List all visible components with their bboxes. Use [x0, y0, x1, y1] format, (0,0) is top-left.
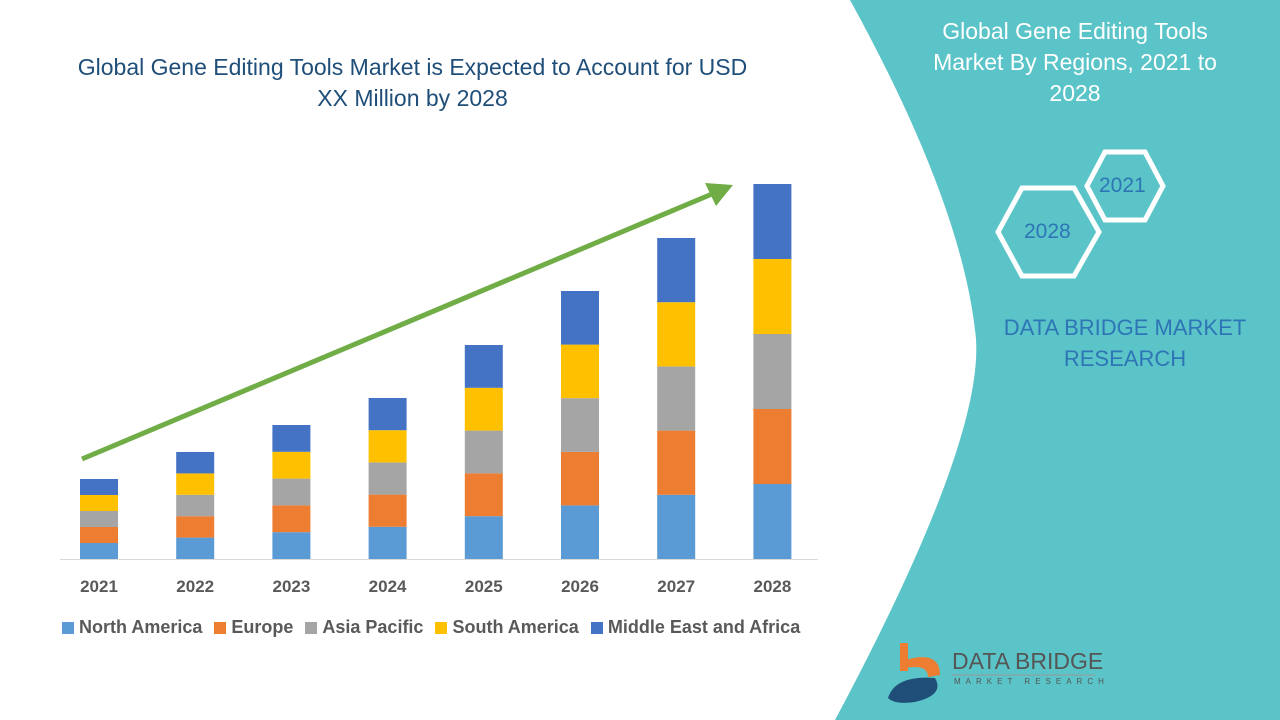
legend-item: Asia Pacific [305, 617, 423, 638]
trend-arrow-head-icon [705, 183, 733, 206]
x-tick-label: 2027 [657, 577, 695, 596]
hexagon-2021 [1084, 149, 1166, 223]
logo-icon [888, 643, 940, 703]
legend-swatch [590, 621, 603, 634]
legend-item: North America [62, 617, 202, 638]
legend-label: Middle East and Africa [607, 617, 801, 637]
bar-segment-europe-2021 [80, 527, 118, 543]
bar-segment-asia-pacific-2025 [464, 430, 503, 474]
bar-segment-asia-pacific-2022 [176, 494, 215, 517]
hex-label-2028: 2028 [1024, 220, 1071, 243]
bar-segment-south-america-2025 [464, 387, 503, 431]
bar-segment-europe-2023 [272, 505, 311, 533]
chart-title: Global Gene Editing Tools Market is Expe… [77, 54, 748, 111]
bar-segment-middle-east-and-africa-2024 [368, 398, 407, 431]
bar-segment-europe-2026 [561, 451, 599, 506]
bar-segment-north-america-2023 [272, 532, 311, 559]
legend-label: South America [452, 617, 579, 637]
logo-subtext: MARKET RESEARCH [954, 677, 1109, 686]
bar-segment-europe-2022 [176, 516, 215, 538]
bar-segment-middle-east-and-africa-2026 [561, 291, 599, 345]
bar-segment-north-america-2024 [368, 526, 407, 559]
legend-item: Europe [214, 617, 293, 638]
legend-item: South America [435, 617, 579, 638]
bar-segment-north-america-2026 [561, 505, 599, 559]
logo-text: DATA BRIDGE [952, 648, 1104, 674]
bar-segment-south-america-2021 [80, 495, 118, 511]
bar-segment-asia-pacific-2026 [561, 398, 599, 452]
bar-segment-asia-pacific-2028 [753, 334, 792, 409]
bar-segment-middle-east-and-africa-2023 [272, 425, 311, 452]
side-panel-title: Global Gene Editing Tools Market By Regi… [933, 18, 1217, 106]
legend-swatch [305, 621, 318, 634]
bar-segment-north-america-2028 [753, 484, 792, 559]
brand-text: DATA BRIDGE MARKET RESEARCH [1003, 315, 1247, 371]
hexagon-2028 [995, 185, 1102, 279]
bar-segment-middle-east-and-africa-2022 [176, 452, 215, 474]
bar-segment-south-america-2024 [368, 430, 407, 463]
bar-segment-south-america-2028 [753, 259, 792, 334]
bar-segment-europe-2028 [753, 409, 792, 484]
bar-segment-middle-east-and-africa-2028 [753, 184, 792, 259]
bar-segment-north-america-2022 [176, 537, 215, 559]
legend: North America Europe Asia Pacific South Ame… [62, 617, 800, 638]
x-tick-label: 2028 [753, 577, 791, 596]
bar-segment-south-america-2027 [657, 302, 696, 367]
bar-segment-asia-pacific-2021 [80, 511, 118, 527]
bar-segment-south-america-2023 [272, 451, 311, 479]
bar-segment-south-america-2022 [176, 473, 215, 495]
legend-label: North America [79, 617, 203, 637]
legend-swatch [435, 621, 448, 634]
legend-swatch [214, 621, 227, 634]
bar-segment-middle-east-and-africa-2027 [657, 238, 696, 303]
side-panel [835, 0, 1280, 720]
legend-label: Asia Pacific [322, 617, 424, 637]
bar-segment-north-america-2025 [464, 516, 503, 559]
bar-segment-asia-pacific-2027 [657, 366, 696, 431]
x-tick-label: 2022 [176, 577, 214, 596]
bar-segment-north-america-2021 [80, 543, 118, 559]
x-tick-label: 2021 [80, 577, 118, 596]
legend-label: Europe [231, 617, 294, 637]
bar-segment-asia-pacific-2024 [368, 462, 407, 495]
x-tick-label: 2026 [561, 577, 599, 596]
x-tick-label: 2024 [369, 577, 407, 596]
legend-swatch [62, 621, 74, 634]
legend-item: Middle East and Africa [590, 617, 801, 638]
bar-segment-south-america-2026 [561, 344, 599, 399]
bar-segment-asia-pacific-2023 [272, 478, 311, 506]
trend-arrow-line [81, 191, 713, 462]
bar-segment-middle-east-and-africa-2021 [80, 479, 118, 495]
bar-segment-middle-east-and-africa-2025 [464, 345, 503, 388]
hex-label-2021: 2021 [1099, 174, 1146, 197]
bar-segment-north-america-2027 [657, 494, 696, 559]
bar-segment-europe-2025 [464, 473, 503, 517]
x-tick-label: 2025 [465, 577, 503, 596]
x-tick-label: 2023 [272, 577, 310, 596]
bar-segment-europe-2027 [657, 430, 696, 495]
bar-segment-europe-2024 [368, 494, 407, 527]
